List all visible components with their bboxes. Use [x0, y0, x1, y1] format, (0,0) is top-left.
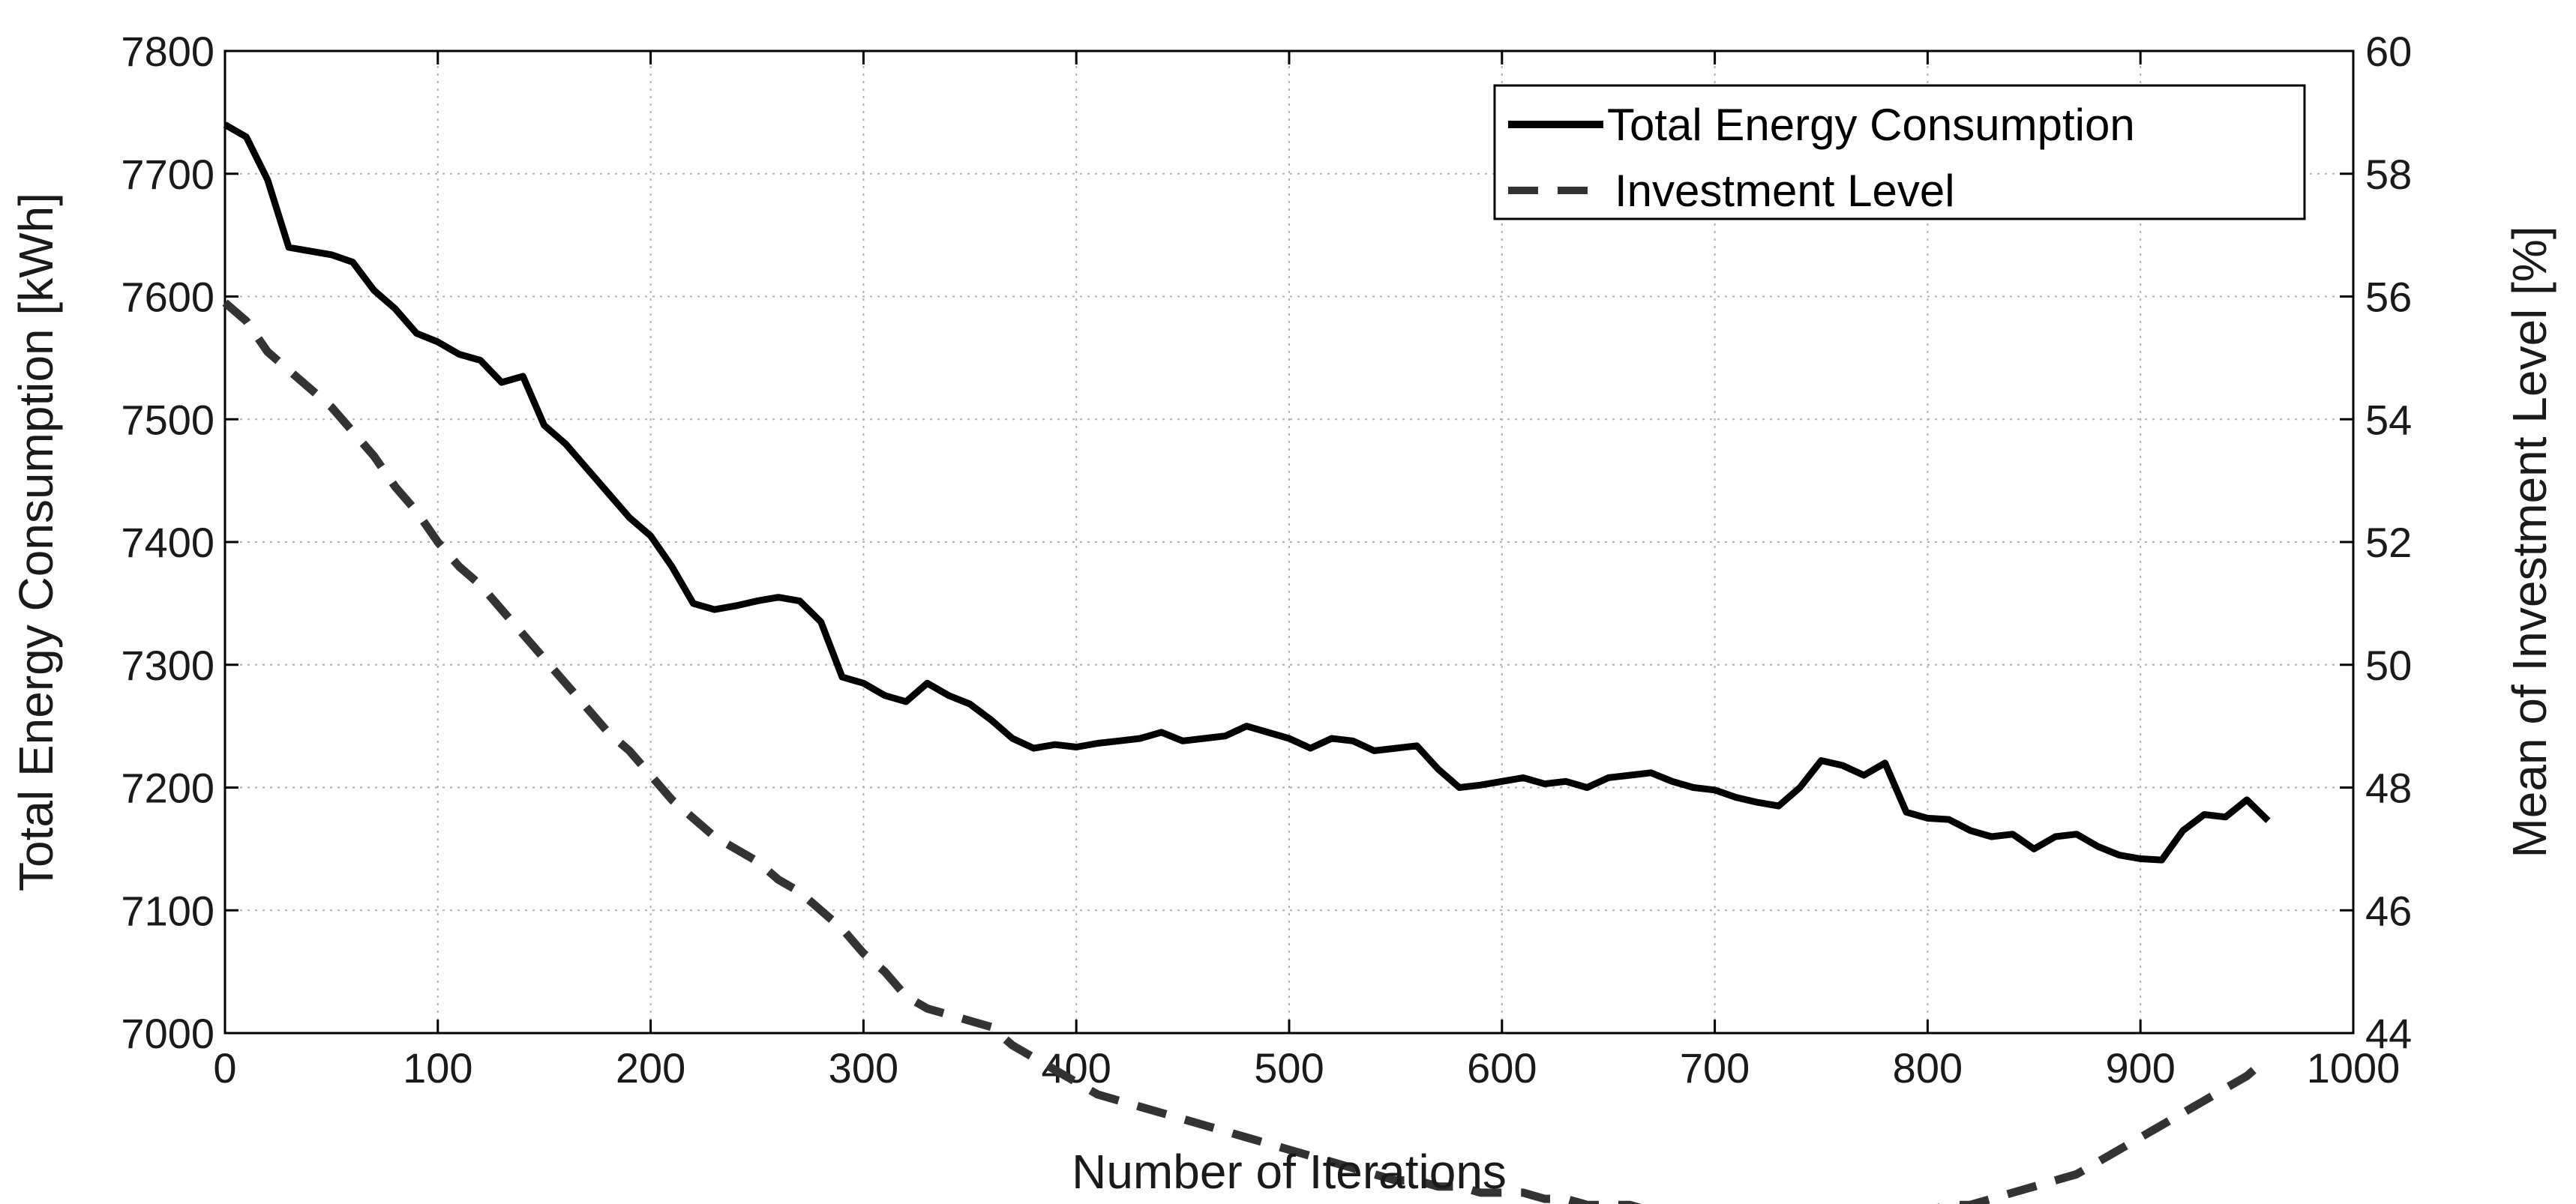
x-axis-ticks: 0 100 200 300 400 500 600 700 800 900 1000	[213, 51, 2400, 1092]
x-tick-label: 800	[1893, 1044, 1963, 1092]
right-y-axis-ticks: 44 46 48 50 52 54 56 58 60	[2340, 28, 2412, 1057]
legend-box	[1493, 84, 2306, 220]
left-y-tick-label: 7300	[121, 642, 214, 689]
legend-label-energy: Total Energy Consumption	[1607, 100, 2135, 150]
series-line-energy	[223, 121, 2271, 864]
right-y-tick-label: 60	[2365, 28, 2412, 75]
right-y-tick-label: 54	[2365, 396, 2412, 443]
x-axis-title: Number of Iterations	[1072, 1145, 1507, 1199]
x-tick-label: 900	[2105, 1044, 2175, 1092]
left-y-axis-title: Total Energy Consumption [kWh]	[9, 193, 63, 891]
series-layer	[222, 121, 2272, 1204]
x-tick-label: 100	[403, 1044, 472, 1092]
grid-lines	[225, 51, 2353, 1033]
left-y-tick-label: 7600	[121, 274, 214, 321]
x-tick-label: 300	[829, 1044, 898, 1092]
right-y-tick-label: 52	[2365, 519, 2412, 566]
left-y-axis-ticks: 7000 7100 7200 7300 7400 7500 7600 7700 7800	[121, 28, 238, 1057]
right-y-tick-label: 46	[2365, 887, 2412, 934]
x-tick-label: 0	[213, 1044, 236, 1092]
legend-label-investment: Investment Level	[1615, 166, 1955, 216]
legend: Total Energy Consumption Investment Leve…	[1493, 84, 2306, 220]
left-y-tick-label: 7500	[121, 396, 214, 443]
left-y-tick-label: 7800	[121, 28, 214, 75]
x-tick-label: 600	[1467, 1044, 1537, 1092]
right-y-tick-label: 50	[2365, 642, 2412, 689]
x-tick-label: 200	[616, 1044, 685, 1092]
right-y-tick-label: 44	[2365, 1010, 2412, 1057]
x-tick-label: 700	[1680, 1044, 1750, 1092]
series-line-investment	[222, 299, 2272, 1204]
right-y-axis-title: Mean of Investment Level [%]	[2503, 226, 2557, 858]
left-y-tick-label: 7400	[121, 519, 214, 566]
x-tick-label: 500	[1254, 1044, 1324, 1092]
right-y-tick-label: 56	[2365, 274, 2412, 321]
left-y-tick-label: 7700	[121, 151, 214, 198]
left-y-tick-label: 7200	[121, 765, 214, 812]
left-y-tick-label: 7000	[121, 1010, 214, 1057]
left-y-tick-label: 7100	[121, 887, 214, 934]
right-y-tick-label: 48	[2365, 765, 2412, 812]
x-tick-label: 1000	[2307, 1044, 2401, 1092]
right-y-tick-label: 58	[2365, 151, 2412, 198]
